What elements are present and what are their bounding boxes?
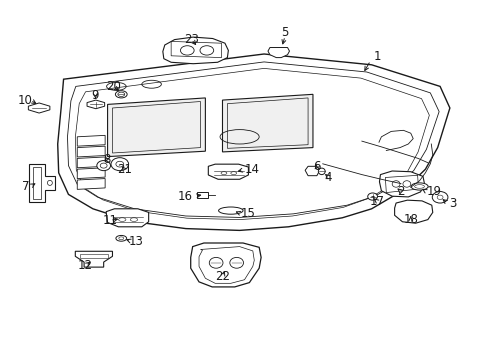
Ellipse shape — [116, 235, 126, 241]
Ellipse shape — [115, 91, 127, 98]
Polygon shape — [75, 251, 112, 267]
Text: 15: 15 — [241, 207, 255, 220]
Polygon shape — [190, 243, 261, 287]
Text: 14: 14 — [244, 163, 259, 176]
Text: 17: 17 — [369, 195, 384, 208]
Text: 16: 16 — [177, 190, 192, 203]
Circle shape — [111, 158, 128, 171]
Polygon shape — [267, 48, 289, 58]
Text: 9: 9 — [91, 89, 99, 102]
Ellipse shape — [318, 168, 325, 175]
Circle shape — [97, 161, 110, 171]
Polygon shape — [77, 168, 105, 179]
Text: 23: 23 — [184, 33, 199, 46]
Polygon shape — [77, 135, 105, 146]
Ellipse shape — [410, 183, 427, 190]
Text: 20: 20 — [106, 80, 121, 93]
Polygon shape — [77, 146, 105, 157]
Polygon shape — [58, 54, 449, 230]
Circle shape — [367, 193, 377, 200]
Text: 19: 19 — [426, 185, 440, 198]
Text: 22: 22 — [215, 270, 229, 283]
Text: 5: 5 — [281, 26, 288, 39]
Text: 11: 11 — [102, 214, 117, 227]
Text: 12: 12 — [78, 259, 93, 272]
Ellipse shape — [218, 207, 243, 214]
Text: 4: 4 — [324, 171, 332, 184]
Text: 3: 3 — [448, 197, 456, 210]
Polygon shape — [28, 103, 50, 113]
Polygon shape — [106, 209, 148, 227]
Text: 10: 10 — [18, 94, 33, 107]
Text: 18: 18 — [403, 213, 417, 226]
Polygon shape — [379, 171, 424, 197]
Text: 21: 21 — [117, 163, 132, 176]
Text: 1: 1 — [373, 50, 381, 63]
Circle shape — [431, 192, 447, 203]
Text: 13: 13 — [128, 235, 143, 248]
Polygon shape — [107, 98, 205, 157]
Polygon shape — [77, 157, 105, 168]
Text: 2: 2 — [396, 185, 404, 198]
Text: 6: 6 — [312, 160, 320, 173]
Polygon shape — [394, 200, 432, 223]
Text: 8: 8 — [102, 153, 110, 166]
Text: 7: 7 — [21, 180, 29, 193]
Polygon shape — [305, 166, 319, 176]
Polygon shape — [163, 37, 228, 64]
Polygon shape — [208, 164, 248, 179]
Polygon shape — [29, 164, 55, 202]
Polygon shape — [77, 179, 105, 189]
Polygon shape — [87, 100, 104, 109]
Polygon shape — [222, 94, 312, 152]
Polygon shape — [196, 192, 207, 198]
